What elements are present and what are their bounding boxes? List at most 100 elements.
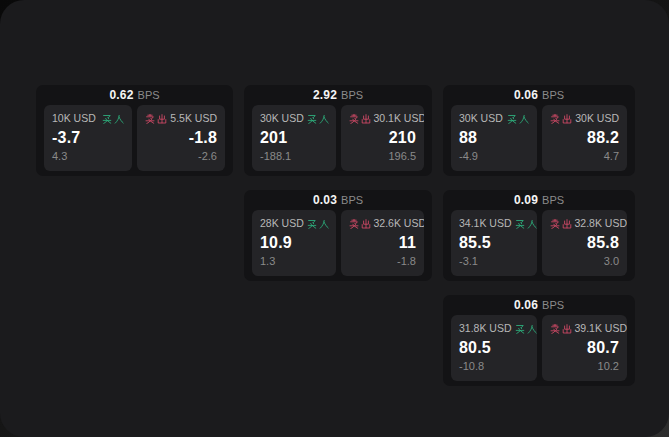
buy-panel[interactable]: 34.1K USD	[451, 210, 537, 276]
cjk-ru-enter-icon	[519, 114, 529, 124]
card-header: 2.92 BPS	[252, 85, 424, 105]
bps-unit-label: BPS	[542, 89, 564, 101]
cjk-ru-enter-icon	[527, 324, 537, 334]
bps-unit-label: BPS	[542, 299, 564, 311]
buy-change: -10.8	[459, 360, 529, 373]
buy-label-icon	[515, 219, 537, 229]
buy-price: 10.9	[260, 234, 328, 251]
sell-price: 11	[349, 234, 417, 251]
bps-unit-label: BPS	[341, 89, 363, 101]
quote-card: 2.92 BPS 30K USD	[244, 85, 432, 176]
sell-change: -2.6	[145, 150, 217, 163]
bps-value: 0.09	[514, 193, 538, 207]
sell-amount: 30K USD	[575, 112, 619, 125]
sell-change: -1.8	[349, 255, 417, 268]
cjk-ru-enter-icon	[114, 114, 124, 124]
buy-label-icon	[515, 324, 537, 334]
buy-panel[interactable]: 31.8K USD	[451, 315, 537, 381]
cjk-mai-sell-icon	[550, 219, 560, 229]
buy-label-icon	[307, 219, 329, 229]
sell-panel[interactable]: 5.5K USD -1.8 -2.6	[137, 105, 225, 171]
cjk-mai-buy-icon	[507, 114, 517, 124]
quote-card: 0.06 BPS 31.8K USD	[443, 295, 635, 386]
card-header: 0.06 BPS	[451, 295, 627, 315]
cjk-chu-exit-icon	[562, 114, 572, 124]
buy-change: -4.9	[459, 150, 529, 163]
buy-price: 201	[260, 129, 328, 146]
cjk-ru-enter-icon	[527, 219, 537, 229]
buy-label-icon	[307, 114, 329, 124]
card-header: 0.62 BPS	[44, 85, 225, 105]
sell-price: 80.7	[550, 339, 620, 356]
bps-value: 0.06	[514, 298, 538, 312]
bps-value: 2.92	[313, 88, 337, 102]
cjk-mai-buy-icon	[515, 219, 525, 229]
buy-amount: 10K USD	[52, 112, 96, 125]
cards-grid: 0.62 BPS 10K USD	[36, 85, 635, 386]
buy-panel[interactable]: 28K USD	[252, 210, 336, 276]
buy-change: 1.3	[260, 255, 328, 268]
sell-label-icon	[550, 219, 572, 229]
cjk-ru-enter-icon	[319, 114, 329, 124]
buy-price: 88	[459, 129, 529, 146]
buy-amount: 31.8K USD	[459, 322, 512, 335]
cjk-mai-sell-icon	[349, 219, 359, 229]
buy-price: 85.5	[459, 234, 529, 251]
cjk-chu-exit-icon	[157, 114, 167, 124]
card-header: 0.09 BPS	[451, 190, 627, 210]
sell-panel[interactable]: 32.8K USD 85.8 3.0	[542, 210, 628, 276]
buy-change: -3.1	[459, 255, 529, 268]
bps-value: 0.03	[313, 193, 337, 207]
cjk-mai-buy-icon	[515, 324, 525, 334]
card-header: 0.06 BPS	[451, 85, 627, 105]
cjk-chu-exit-icon	[562, 219, 572, 229]
sell-amount: 39.1K USD	[575, 322, 628, 335]
sell-amount: 30.1K USD	[374, 112, 425, 125]
cjk-mai-sell-icon	[550, 324, 560, 334]
cjk-mai-sell-icon	[145, 114, 155, 124]
cjk-chu-exit-icon	[562, 324, 572, 334]
quote-panels: 34.1K USD	[451, 210, 627, 276]
quote-panels: 30K USD	[252, 105, 424, 171]
cjk-chu-exit-icon	[361, 219, 371, 229]
sell-label-icon	[550, 324, 572, 334]
quote-card: 0.03 BPS 28K USD	[244, 190, 432, 281]
card-header: 0.03 BPS	[252, 190, 424, 210]
buy-panel[interactable]: 30K USD	[451, 105, 537, 171]
cjk-mai-sell-icon	[349, 114, 359, 124]
quote-panels: 10K USD	[44, 105, 225, 171]
sell-panel[interactable]: 30K USD 88.2 4.7	[542, 105, 628, 171]
cjk-chu-exit-icon	[361, 114, 371, 124]
sell-price: 85.8	[550, 234, 620, 251]
sell-amount: 32.8K USD	[575, 217, 628, 230]
quote-card: 0.62 BPS 10K USD	[36, 85, 233, 176]
buy-amount: 30K USD	[459, 112, 503, 125]
buy-panel[interactable]: 10K USD	[44, 105, 132, 171]
cjk-mai-buy-icon	[102, 114, 112, 124]
sell-price: 88.2	[550, 129, 620, 146]
sell-label-icon	[145, 114, 167, 124]
cjk-mai-buy-icon	[307, 114, 317, 124]
buy-panel[interactable]: 30K USD	[252, 105, 336, 171]
sell-change: 3.0	[550, 255, 620, 268]
quote-panels: 30K USD	[451, 105, 627, 171]
sell-change: 196.5	[349, 150, 417, 163]
buy-amount: 34.1K USD	[459, 217, 512, 230]
quote-panels: 28K USD	[252, 210, 424, 276]
sell-panel[interactable]: 30.1K USD 210 196.5	[341, 105, 425, 171]
buy-price: -3.7	[52, 129, 124, 146]
buy-price: 80.5	[459, 339, 529, 356]
bps-value: 0.62	[109, 88, 133, 102]
sell-panel[interactable]: 32.6K USD 11 -1.8	[341, 210, 425, 276]
sell-label-icon	[349, 114, 371, 124]
bps-unit-label: BPS	[138, 89, 160, 101]
buy-amount: 28K USD	[260, 217, 304, 230]
bps-unit-label: BPS	[341, 194, 363, 206]
sell-amount: 5.5K USD	[170, 112, 217, 125]
sell-label-icon	[550, 114, 572, 124]
sell-change: 10.2	[550, 360, 620, 373]
sell-change: 4.7	[550, 150, 620, 163]
buy-amount: 30K USD	[260, 112, 304, 125]
sell-panel[interactable]: 39.1K USD 80.7 10.2	[542, 315, 628, 381]
bps-unit-label: BPS	[542, 194, 564, 206]
